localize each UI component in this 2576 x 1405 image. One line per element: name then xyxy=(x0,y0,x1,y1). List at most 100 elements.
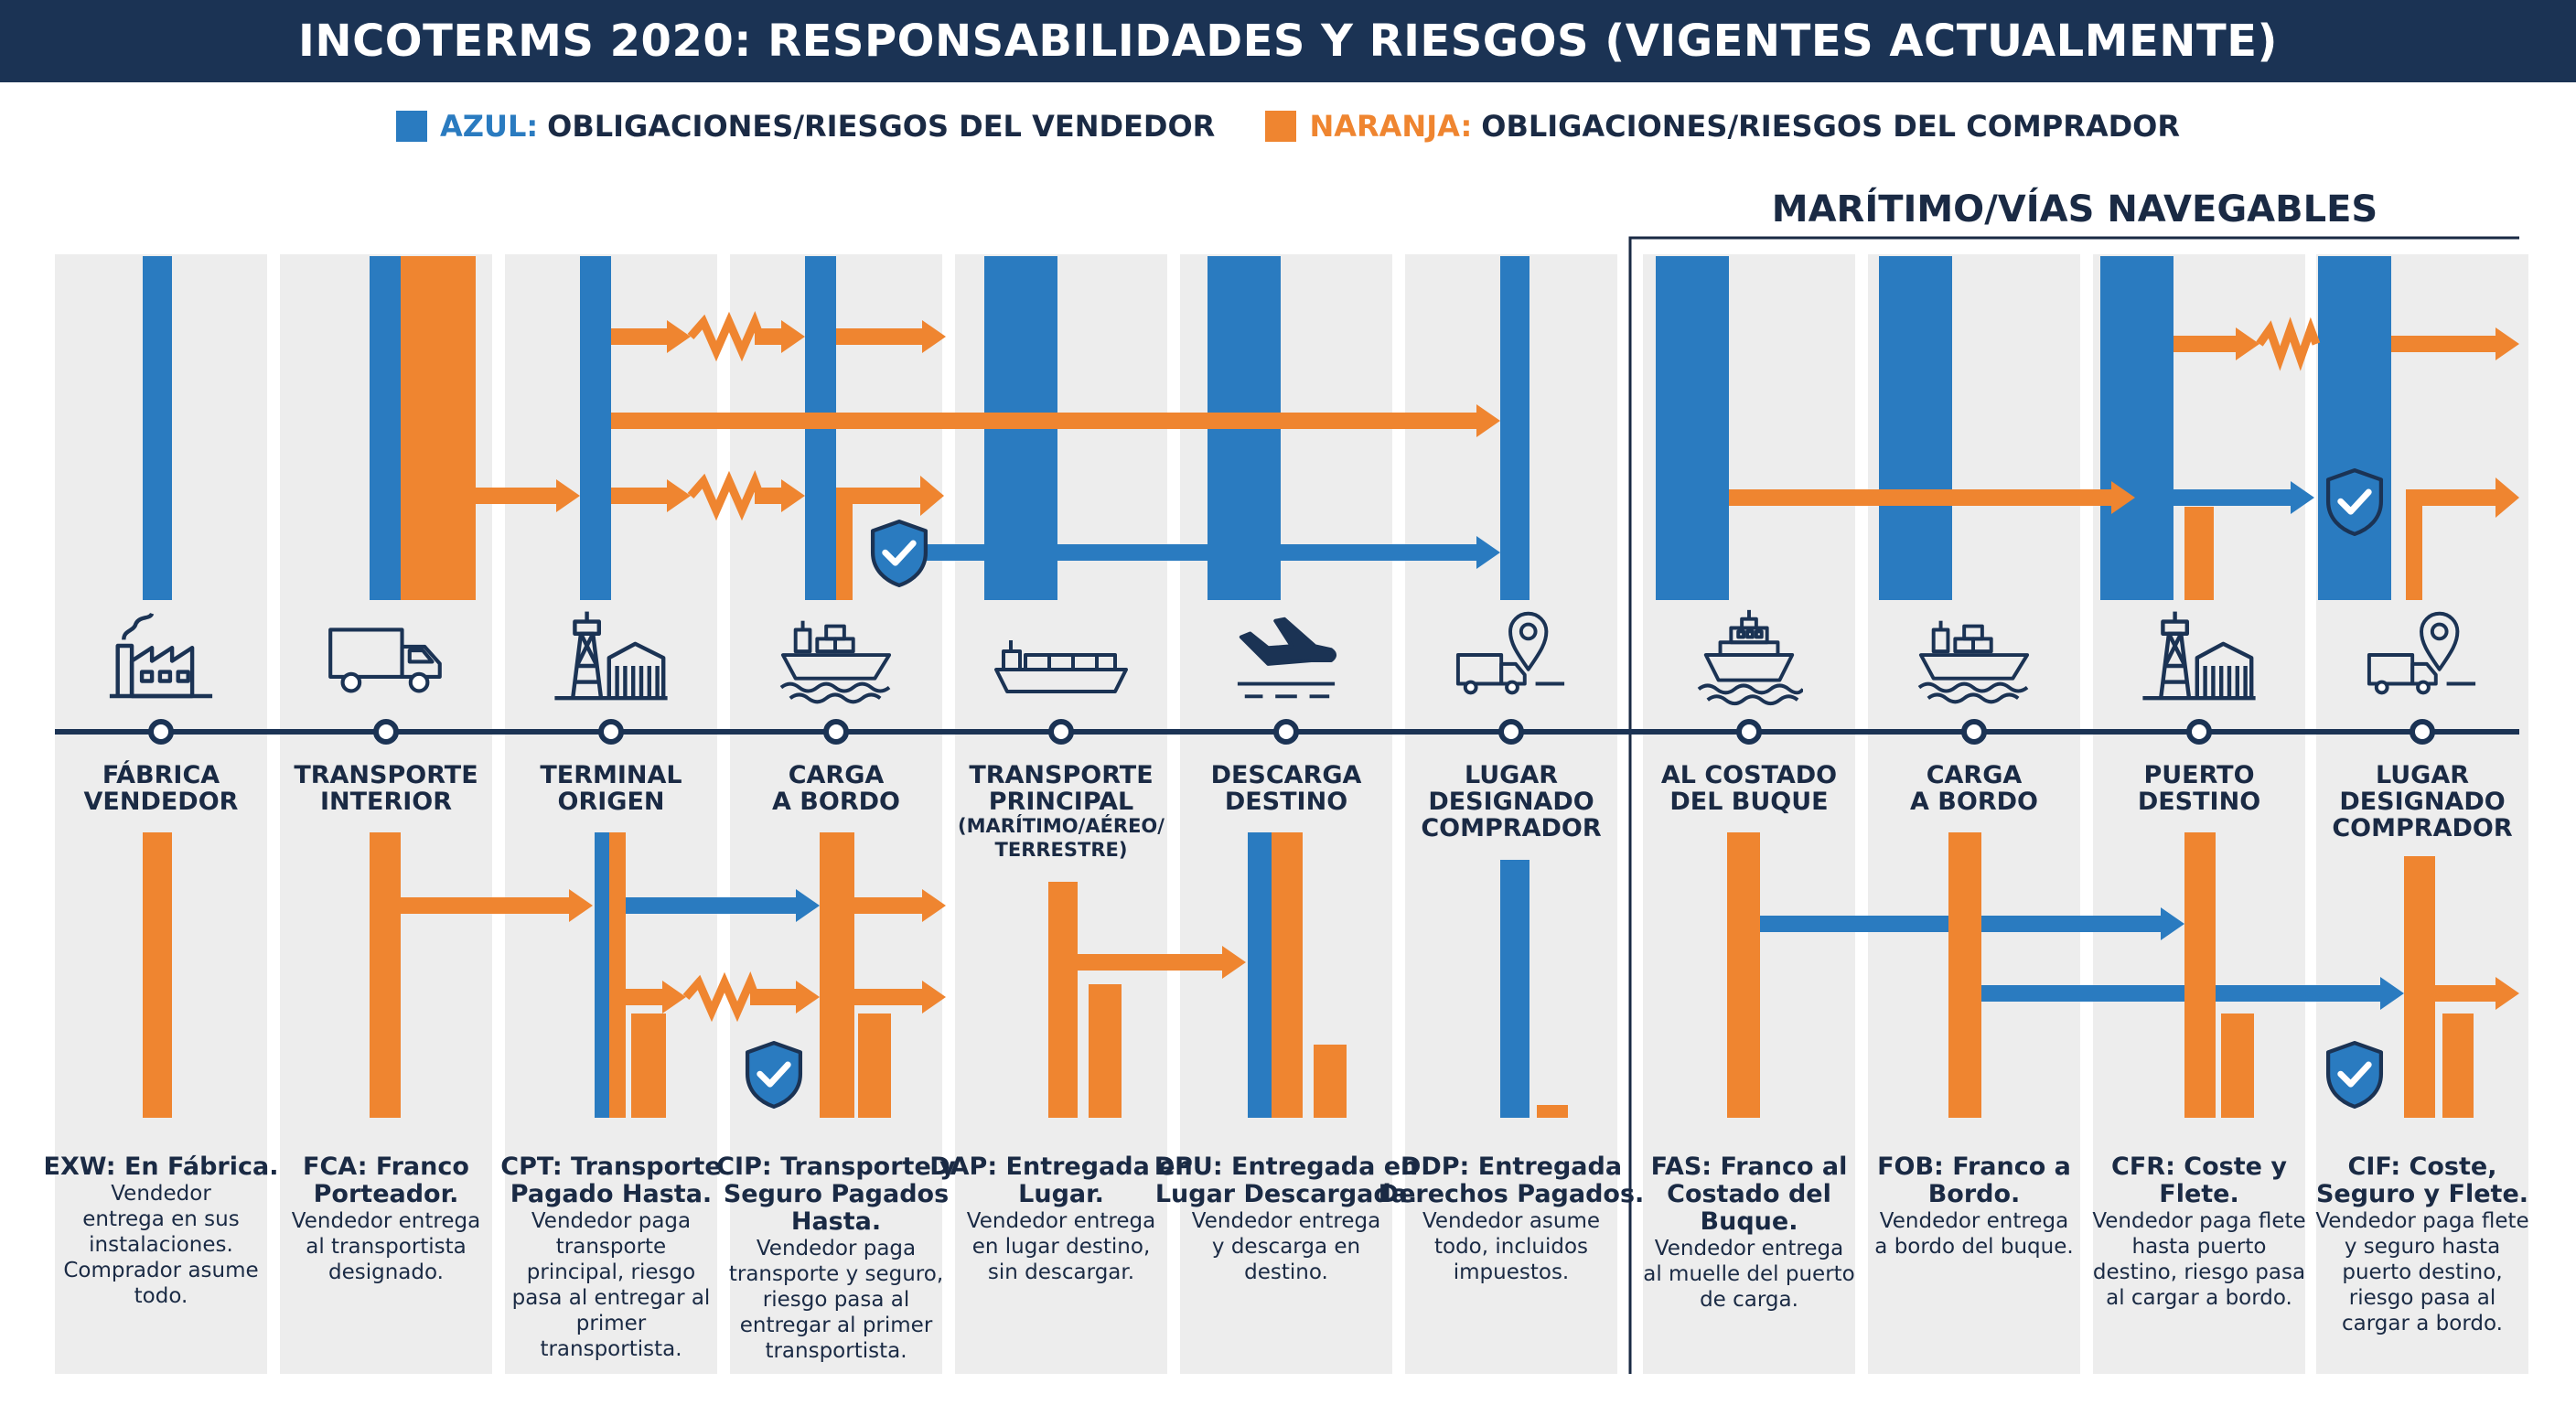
stage-label-line: COMPRADOR xyxy=(2332,814,2512,842)
term-description: DAP: Entregada en Lugar. Vendedor entrega e… xyxy=(929,1153,1193,1284)
term-desc-line: y seguro hasta xyxy=(2345,1235,2500,1259)
buyer-arrow xyxy=(611,404,1500,437)
stage-label-line: DESTINO xyxy=(2138,788,2260,816)
buyer-arrow xyxy=(755,479,805,512)
term-title-line: FCA: Franco xyxy=(303,1153,469,1181)
stage-label: CARGA A BORDO xyxy=(772,761,900,816)
term-title-line: CIF: Coste, xyxy=(2348,1153,2497,1181)
buyer-bar xyxy=(2184,507,2214,600)
maritime-header: MARÍTIMO/VÍAS NAVEGABLES xyxy=(1772,187,2377,231)
term-title-line: Derechos Pagados. xyxy=(1379,1180,1645,1208)
stage-label: LUGAR DESIGNADO COMPRADOR xyxy=(2332,761,2512,842)
term-desc-line: al cargar a bordo. xyxy=(2106,1286,2292,1310)
term-desc-line: transporte y seguro, xyxy=(729,1262,943,1286)
buyer-bar xyxy=(2184,832,2216,1118)
term-desc-line: Vendedor entrega xyxy=(967,1209,1155,1233)
term-desc-line: de carga. xyxy=(1700,1288,1798,1312)
buyer-arrow xyxy=(1729,481,2135,514)
stage-label: DESCARGA DESTINO xyxy=(1211,761,1362,816)
term-desc-line: en lugar destino, xyxy=(972,1235,1151,1259)
risk-zigzag xyxy=(687,470,765,521)
stage-label-line: AL COSTADO xyxy=(1661,761,1837,789)
term-description: CPT: Transporte Pagado Hasta. Vendedor pag… xyxy=(500,1153,721,1361)
timeline-node-4 xyxy=(823,719,849,745)
maritime-bracket xyxy=(1628,236,2519,1374)
stage-label-line: PRINCIPAL xyxy=(989,788,1134,816)
term-title-line: DAP: Entregada en xyxy=(929,1153,1193,1181)
term-desc-line: todo. xyxy=(134,1284,188,1308)
stage-label-line: DEL BUQUE xyxy=(1669,788,1828,816)
term-title-line: Lugar. xyxy=(1018,1180,1104,1208)
term-title-line: Pagado Hasta. xyxy=(510,1180,712,1208)
term-desc-line: entrega en sus xyxy=(82,1207,239,1231)
buyer-bar xyxy=(2221,1014,2254,1118)
term-desc-line: destino, riesgo pasa xyxy=(2093,1260,2305,1284)
term-title-line: FAS: Franco al xyxy=(1651,1153,1848,1181)
term-desc-line: Vendedor paga xyxy=(531,1209,691,1233)
term-desc-line: todo, incluidos xyxy=(1434,1235,1588,1259)
term-desc-line: Vendedor entrega xyxy=(1192,1209,1380,1233)
term-title-line: Bordo. xyxy=(1928,1180,2021,1208)
legend-buyer-swatch xyxy=(1265,111,1297,142)
term-title-line: DPU: Entregada en xyxy=(1154,1153,1419,1181)
buyer-arrow xyxy=(750,981,820,1014)
term-desc-line: puerto destino, xyxy=(2342,1260,2502,1284)
buyer-bar xyxy=(1314,1045,1347,1118)
buyer-bar xyxy=(1089,984,1122,1118)
term-title-line: Buque. xyxy=(1701,1207,1798,1236)
term-desc-line: hasta puerto xyxy=(2132,1235,2267,1259)
buyer-bar xyxy=(609,832,626,1118)
shield-icon xyxy=(2328,1043,2381,1107)
stage-label: LUGAR DESIGNADO COMPRADOR xyxy=(1421,761,1601,842)
term-desc-line: transportista. xyxy=(540,1337,682,1361)
buyer-bar xyxy=(370,832,401,1118)
stage-label-line: TRANSPORTE xyxy=(969,761,1153,789)
term-title-line: Lugar Descargada. xyxy=(1155,1180,1417,1208)
stage-label: AL COSTADO DEL BUQUE xyxy=(1661,761,1837,816)
risk-zigzag xyxy=(682,971,760,1023)
term-desc-line: a bordo del buque. xyxy=(1874,1235,2073,1259)
buyer-bar xyxy=(1727,832,1760,1118)
seller-bar xyxy=(1248,832,1272,1118)
stage-label: PUERTO DESTINO xyxy=(2138,761,2260,816)
term-desc-line: al muelle del puerto xyxy=(1643,1262,1855,1286)
term-desc-line: transportista. xyxy=(765,1339,907,1363)
seller-bar xyxy=(2100,256,2174,600)
term-title-line: CFR: Coste y xyxy=(2111,1153,2287,1181)
buyer-arrow xyxy=(611,479,691,512)
stage-label-line: LUGAR xyxy=(1465,761,1558,789)
term-desc-line: sin descargar. xyxy=(988,1260,1134,1284)
term-desc-line: primer xyxy=(576,1312,647,1335)
legend-seller: AZUL: OBLIGACIONES/RIESGOS DEL VENDEDOR xyxy=(395,101,1215,152)
buyer-arrow xyxy=(611,320,691,353)
buyer-arrow xyxy=(2435,977,2519,1010)
term-title-line: DDP: Entregada xyxy=(1401,1153,1622,1181)
seller-bar xyxy=(1500,860,1530,1118)
stage-label-line: COMPRADOR xyxy=(1421,814,1601,842)
page-title: INCOTERMS 2020: RESPONSABILIDADES Y RIES… xyxy=(298,16,2278,67)
term-desc-line: instalaciones. xyxy=(89,1233,233,1257)
buyer-bar xyxy=(858,1014,891,1118)
buyer-arrow xyxy=(836,476,944,600)
timeline-node-6 xyxy=(1273,719,1299,745)
stage-label-line: A BORDO xyxy=(1910,788,2038,816)
term-desc-line: al transportista xyxy=(306,1235,467,1259)
legend-buyer: NARANJA: OBLIGACIONES/RIESGOS DEL COMPRA… xyxy=(1265,101,2180,152)
legend-buyer-text: OBLIGACIONES/RIESGOS DEL COMPRADOR xyxy=(1481,109,2180,144)
shield-icon xyxy=(873,521,926,585)
buyer-arrow xyxy=(836,320,946,353)
timeline-node-9 xyxy=(1961,719,1987,745)
timeline-node-10 xyxy=(2186,719,2212,745)
stage-label-line: INTERIOR xyxy=(320,788,452,816)
term-description: CFR: Coste y Flete. Vendedor paga flete has… xyxy=(2092,1153,2305,1310)
stage-label: CARGA A BORDO xyxy=(1910,761,2038,816)
term-desc-line: Vendedor entrega xyxy=(292,1209,480,1233)
seller-bar xyxy=(580,256,611,600)
timeline-node-7 xyxy=(1498,719,1524,745)
buyer-bar xyxy=(1048,882,1078,1118)
buyer-bar xyxy=(2442,1014,2474,1118)
risk-zigzag xyxy=(2256,316,2321,371)
term-desc-line: Vendedor asume xyxy=(1422,1209,1600,1233)
term-desc-line: Vendedor entrega xyxy=(1880,1209,2068,1233)
